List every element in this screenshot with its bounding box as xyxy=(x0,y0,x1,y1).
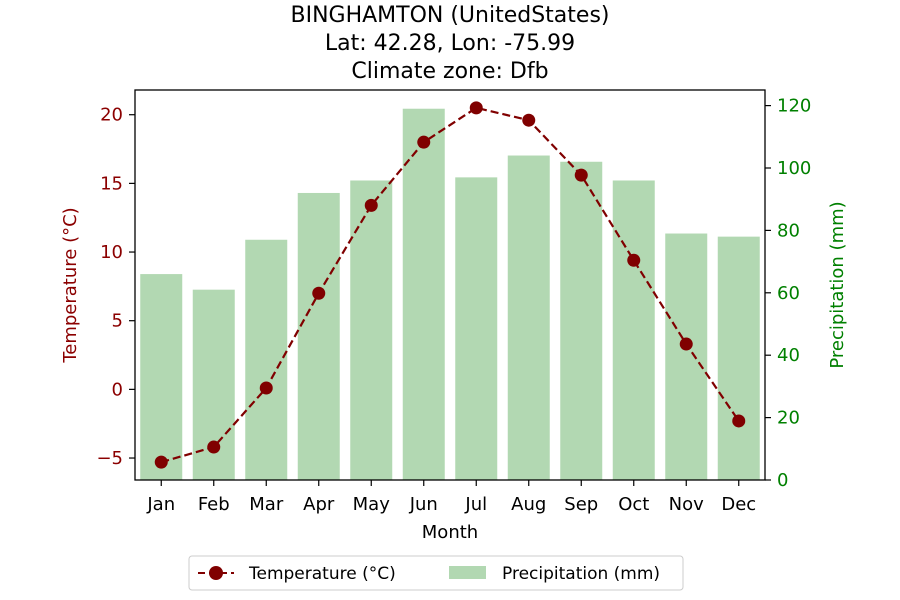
precipitation-bar xyxy=(245,239,288,480)
x-tick-label: Jul xyxy=(464,494,487,515)
legend-precipitation-label: Precipitation (mm) xyxy=(502,564,660,584)
x-tick-label: May xyxy=(353,494,391,515)
temperature-point xyxy=(732,414,746,428)
right-tick-label: 80 xyxy=(777,220,800,241)
x-tick-label: Dec xyxy=(721,494,756,515)
right-tick-label: 120 xyxy=(777,96,811,117)
x-tick-label: Nov xyxy=(669,494,704,515)
left-tick-label: 15 xyxy=(100,173,123,194)
x-tick-label: Aug xyxy=(511,494,546,515)
temperature-point xyxy=(259,381,273,395)
x-tick-label: Mar xyxy=(249,494,284,515)
precipitation-bar xyxy=(612,180,655,481)
x-axis-label: Month xyxy=(422,522,478,543)
left-tick-label: 10 xyxy=(100,242,123,263)
plot-frame xyxy=(134,89,766,481)
title-line-1: BINGHAMTON (UnitedStates) xyxy=(290,3,609,28)
legend-temperature-marker xyxy=(209,566,223,580)
temperature-line xyxy=(154,101,746,469)
left-tick-label: 20 xyxy=(100,105,123,126)
x-axis: Jan Feb Mar Apr May Jun Jul Aug Sep Oct Nov Dec xyxy=(146,480,756,515)
precipitation-bar xyxy=(507,155,550,480)
left-axis-label: Temperature (°C) xyxy=(60,207,81,363)
temperature-point xyxy=(469,101,483,115)
legend: Temperature (°C) Precipitation (mm) xyxy=(188,555,684,591)
x-tick-label: Sep xyxy=(564,494,598,515)
title-line-2: Lat: 42.28, Lon: -75.99 xyxy=(325,31,575,56)
temperature-point xyxy=(207,440,221,454)
x-tick-label: Jun xyxy=(409,494,438,515)
left-tick-label: 5 xyxy=(112,311,123,332)
x-tick-label: Jan xyxy=(146,494,175,515)
left-axis: −5 0 5 10 15 20 xyxy=(96,105,135,469)
temperature-series-line xyxy=(160,106,740,464)
title-line-3: Climate zone: Dfb xyxy=(351,59,548,84)
right-tick-label: 60 xyxy=(777,283,800,304)
precipitation-bar xyxy=(455,177,498,481)
x-tick-label: Apr xyxy=(303,494,335,515)
legend-precipitation-patch xyxy=(449,566,486,579)
precipitation-bars xyxy=(140,108,760,481)
precipitation-bar xyxy=(350,180,393,481)
right-tick-label: 20 xyxy=(777,408,800,429)
right-tick-label: 0 xyxy=(777,470,788,491)
x-tick-label: Oct xyxy=(618,494,649,515)
right-tick-label: 100 xyxy=(777,158,811,179)
chart-title: BINGHAMTON (UnitedStates) Lat: 42.28, Lo… xyxy=(290,3,609,84)
temperature-point xyxy=(417,135,431,149)
temperature-point xyxy=(522,113,536,127)
x-tick-label: Feb xyxy=(198,494,230,515)
temperature-point xyxy=(679,337,693,351)
temperature-point xyxy=(627,253,641,267)
left-tick-label: −5 xyxy=(96,448,123,469)
temperature-point xyxy=(312,286,326,300)
left-tick-label: 0 xyxy=(112,379,123,400)
temperature-point xyxy=(364,198,378,212)
precipitation-bar xyxy=(665,233,708,480)
right-axis: 0 20 40 60 80 100 120 xyxy=(765,96,811,491)
right-tick-label: 40 xyxy=(777,345,800,366)
precipitation-bar xyxy=(717,236,760,480)
temperature-point xyxy=(154,455,168,469)
right-axis-label: Precipitation (mm) xyxy=(827,201,848,368)
legend-box xyxy=(188,555,684,591)
precipitation-bar xyxy=(402,108,445,480)
precipitation-bar xyxy=(140,274,183,480)
temperature-point xyxy=(574,168,588,182)
precipitation-bar xyxy=(560,161,603,480)
precipitation-bar xyxy=(297,192,340,480)
legend-temperature-label: Temperature (°C) xyxy=(248,564,396,584)
